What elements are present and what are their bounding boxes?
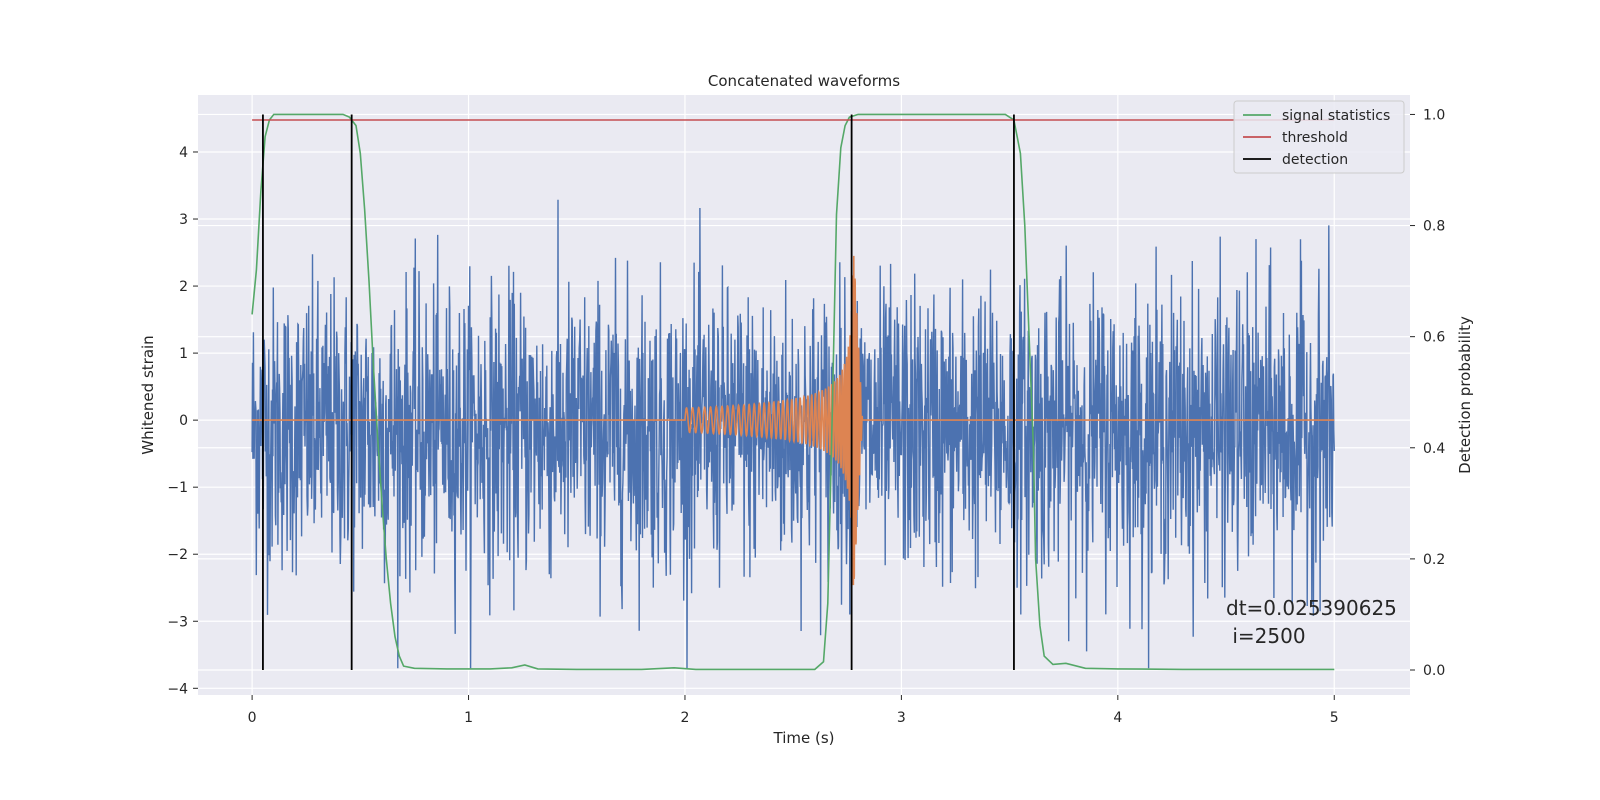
y-tick-label-5: 1	[179, 346, 188, 362]
legend-label-1: threshold	[1282, 130, 1348, 146]
legend-label-2: detection	[1282, 152, 1348, 168]
y-tick-label-3: −1	[167, 480, 188, 496]
y-tick-label-6: 2	[179, 279, 188, 295]
waveform-line	[252, 255, 1335, 586]
y2-tick-label-4: 0.8	[1423, 219, 1445, 235]
y-axis-label: Whitened strain	[139, 335, 157, 454]
x-tick-label-5: 5	[1330, 710, 1339, 726]
y-tick-label-0: −4	[167, 681, 188, 697]
x-ticks: 0 1 2 3 4 5	[248, 695, 1339, 726]
y2-tick-label-0: 0.0	[1423, 663, 1445, 679]
y2-tick-label-3: 0.6	[1423, 330, 1445, 346]
annotation-dt: dt=0.025390625	[1226, 596, 1397, 620]
legend-frame	[1233, 100, 1405, 174]
detection-lines	[262, 114, 1015, 670]
legend: signal statistics threshold detection	[1233, 100, 1405, 174]
x-axis-label: Time (s)	[773, 729, 835, 747]
plot-area	[251, 113, 1335, 671]
y-tick-label-2: −2	[167, 547, 188, 563]
x-tick-label-0: 0	[248, 710, 257, 726]
legend-label-0: signal statistics	[1282, 108, 1390, 124]
y-tick-label-1: −3	[167, 614, 188, 630]
y2-axis-label: Detection probability	[1456, 316, 1474, 474]
y2-tick-label-2: 0.4	[1423, 441, 1445, 457]
y-tick-label-8: 4	[179, 145, 188, 161]
x-tick-label-4: 4	[1113, 710, 1122, 726]
y2-tick-label-1: 0.2	[1423, 552, 1445, 568]
x-tick-label-2: 2	[681, 710, 690, 726]
y-tick-label-4: 0	[179, 413, 188, 429]
y2-tick-label-5: 1.0	[1423, 107, 1445, 123]
annotation-i: i=2500	[1226, 624, 1306, 648]
chart-title: Concatenated waveforms	[708, 72, 900, 90]
x-tick-label-1: 1	[464, 710, 473, 726]
y-tick-label-7: 3	[179, 212, 188, 228]
signal-statistics-line	[251, 113, 1335, 671]
x-tick-label-3: 3	[897, 710, 906, 726]
y-ticks: −4 −3 −2 −1 0 1 2 3 4	[167, 145, 198, 697]
y2-ticks: 0.0 0.2 0.4 0.6 0.8 1.0	[1410, 107, 1445, 679]
